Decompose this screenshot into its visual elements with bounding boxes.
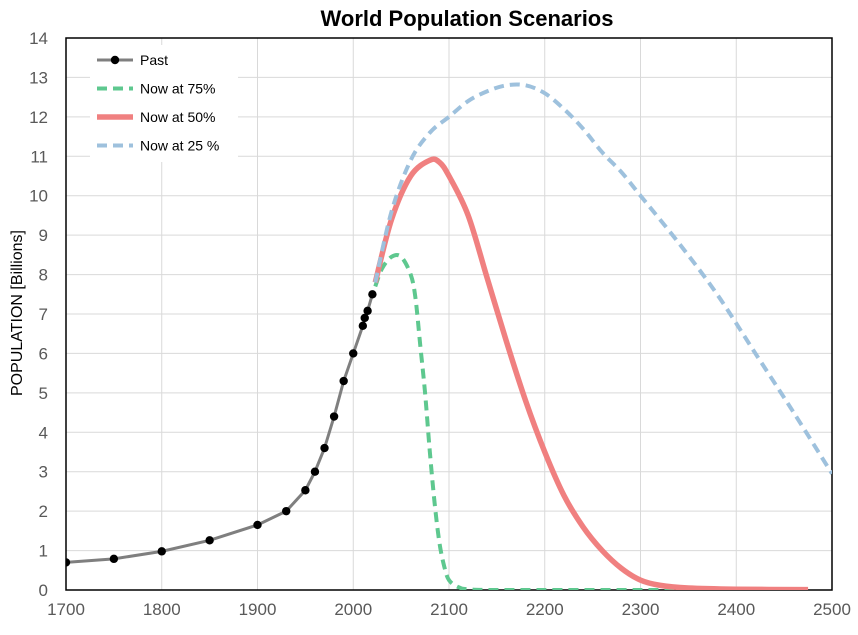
series-point-past xyxy=(360,313,369,323)
legend-entry-past-marker xyxy=(110,55,120,65)
y-tick-label: 6 xyxy=(39,344,48,363)
x-tick-label: 1900 xyxy=(239,600,277,619)
legend-entry-now-at-25: Now at 25 % xyxy=(97,138,219,154)
plot-border xyxy=(65,37,833,591)
y-tick-label: 10 xyxy=(29,187,48,206)
series-point-past xyxy=(205,536,214,545)
y-tick-label: 3 xyxy=(39,463,48,482)
y-tick-label: 0 xyxy=(39,581,48,600)
series-point-past xyxy=(253,520,262,530)
legend-background xyxy=(90,45,238,162)
chart-title: World Population Scenarios xyxy=(321,6,614,31)
x-tick-label: 2300 xyxy=(622,600,660,619)
x-tick-label: 2100 xyxy=(430,600,468,619)
series-point-past xyxy=(363,306,372,316)
series-point-past xyxy=(109,554,119,564)
legend-entry-past: Past xyxy=(97,52,168,68)
series-point-past xyxy=(282,506,291,516)
y-tick-label: 8 xyxy=(39,266,48,285)
series-point-past xyxy=(349,349,358,358)
x-tick-label: 2400 xyxy=(717,600,755,619)
series-point-past xyxy=(157,547,166,556)
y-tick-label: 9 xyxy=(39,226,48,245)
y-tick-label: 1 xyxy=(39,542,48,561)
y-tick-label: 14 xyxy=(29,29,48,48)
x-tick-label: 1700 xyxy=(47,600,85,619)
y-tick-label: 11 xyxy=(30,147,48,166)
legend-entry-past-label: Past xyxy=(140,52,168,68)
y-axis-label: POPULATION [Billions] xyxy=(9,230,26,396)
legend-entry-now-at-25-label: Now at 25 % xyxy=(140,138,219,154)
legend-entry-now-at-75: Now at 75% xyxy=(97,81,215,97)
series-point-past xyxy=(358,321,368,331)
x-tick-label: 2500 xyxy=(813,600,851,619)
series-point-past xyxy=(301,486,310,495)
legend-entry-now-at-50-label: Now at 50% xyxy=(140,109,215,125)
y-tick-label: 2 xyxy=(39,502,48,521)
series-point-past xyxy=(339,376,348,386)
series-point-past xyxy=(329,412,339,421)
y-tick-label: 12 xyxy=(29,108,48,127)
y-tick-label: 5 xyxy=(39,384,48,403)
x-tick-label: 2000 xyxy=(334,600,372,619)
y-tick-label: 13 xyxy=(29,68,48,87)
series-point-past xyxy=(310,467,320,476)
series-layer xyxy=(66,82,832,590)
y-tick-label: 7 xyxy=(39,305,48,324)
series-point-past xyxy=(320,443,329,453)
series-line-now-at-50 xyxy=(372,156,809,590)
y-tick-label: 4 xyxy=(39,423,48,442)
legend-entry-now-at-75-label: Now at 75% xyxy=(140,81,215,97)
series-line-now-at-75 xyxy=(373,252,809,590)
legend: Past Now at 75% Now at 50% Now at 25 % xyxy=(90,45,238,162)
x-tick-label: 2200 xyxy=(526,600,564,619)
x-tick-label: 1800 xyxy=(143,600,181,619)
series-point-past xyxy=(66,558,71,567)
legend-entry-now-at-50: Now at 50% xyxy=(97,109,215,125)
series-point-past xyxy=(368,290,377,299)
series-line-now-at-25 xyxy=(373,82,832,475)
